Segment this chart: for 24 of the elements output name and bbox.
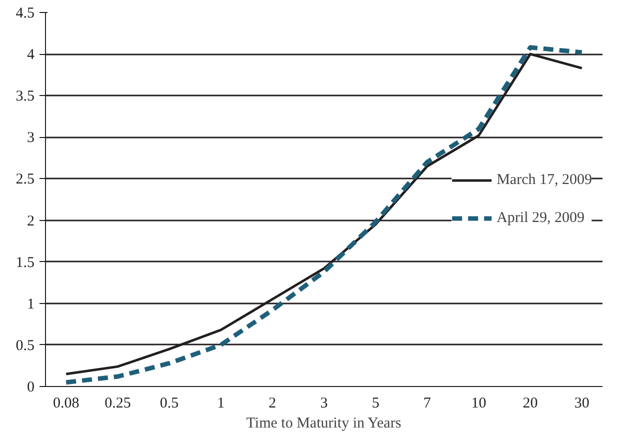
y-tick-label: 4.5: [16, 6, 34, 22]
x-tick-label: 7: [423, 396, 432, 412]
x-tick-label: 3: [320, 396, 328, 412]
y-tick-label: 2.5: [16, 172, 34, 188]
x-tick-label: 0.25: [104, 396, 131, 412]
y-tick-label: 3.5: [16, 88, 34, 105]
x-axis-title: Time to Maturity in Years: [246, 416, 402, 432]
y-tick-label: 1.5: [16, 254, 34, 271]
legend-label: March 17, 2009: [496, 172, 592, 188]
legend-label: April 29, 2009: [496, 210, 585, 226]
y-tick-label: 4: [27, 47, 35, 64]
y-tick-label: 2: [27, 213, 34, 230]
x-tick-label: 5: [372, 396, 380, 412]
y-tick-label: 3: [27, 130, 34, 146]
x-tick-label: 30: [574, 396, 590, 412]
y-tick-label: 1: [27, 296, 34, 312]
x-tick-label: 0.5: [160, 396, 179, 412]
y-tick-label: 0: [27, 380, 34, 396]
y-tick-label: 0.5: [16, 338, 34, 354]
x-tick-label: 2: [268, 396, 276, 412]
x-tick-label: 0.08: [53, 396, 80, 412]
x-tick-label: 20: [522, 396, 538, 412]
x-tick-label: 1: [217, 396, 225, 412]
x-tick-label: 10: [471, 396, 486, 412]
